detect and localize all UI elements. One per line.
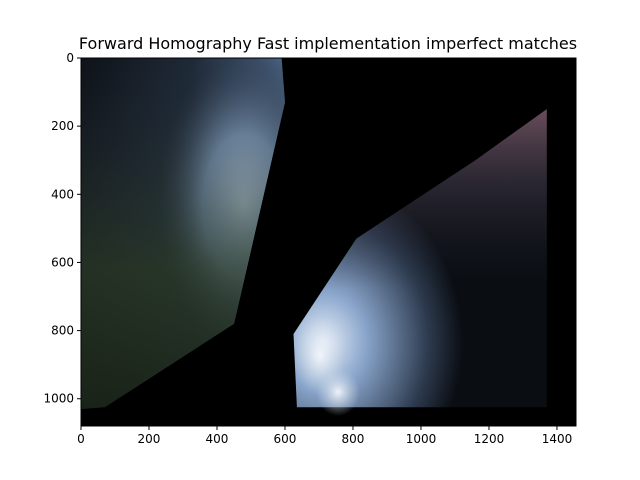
x-tick-label: 200 [138,432,161,446]
x-tick-label: 800 [342,432,365,446]
x-tick-label: 0 [77,432,85,446]
y-tick-label: 0 [66,51,74,65]
y-tick-label: 400 [51,187,74,201]
y-tick-label: 200 [51,119,74,133]
x-axis: 0 200 400 600 800 1000 1200 1400 [77,426,572,446]
x-tick-label: 400 [206,432,229,446]
axes-frame [80,57,577,427]
right-cloud [316,368,360,416]
x-tick-label: 1000 [406,432,437,446]
x-tick-label: 1400 [542,432,573,446]
left-warped-region [81,58,285,409]
x-tick-label: 600 [274,432,297,446]
image-layer [81,58,547,416]
y-axis: 0 200 400 600 800 1000 [43,51,81,406]
y-tick-label: 600 [51,255,74,269]
y-tick-label: 800 [51,324,74,338]
chart-title: Forward Homography Fast implementation i… [79,34,577,53]
right-warped-region [293,109,547,416]
y-tick-label: 1000 [43,392,74,406]
x-tick-label: 1200 [474,432,505,446]
